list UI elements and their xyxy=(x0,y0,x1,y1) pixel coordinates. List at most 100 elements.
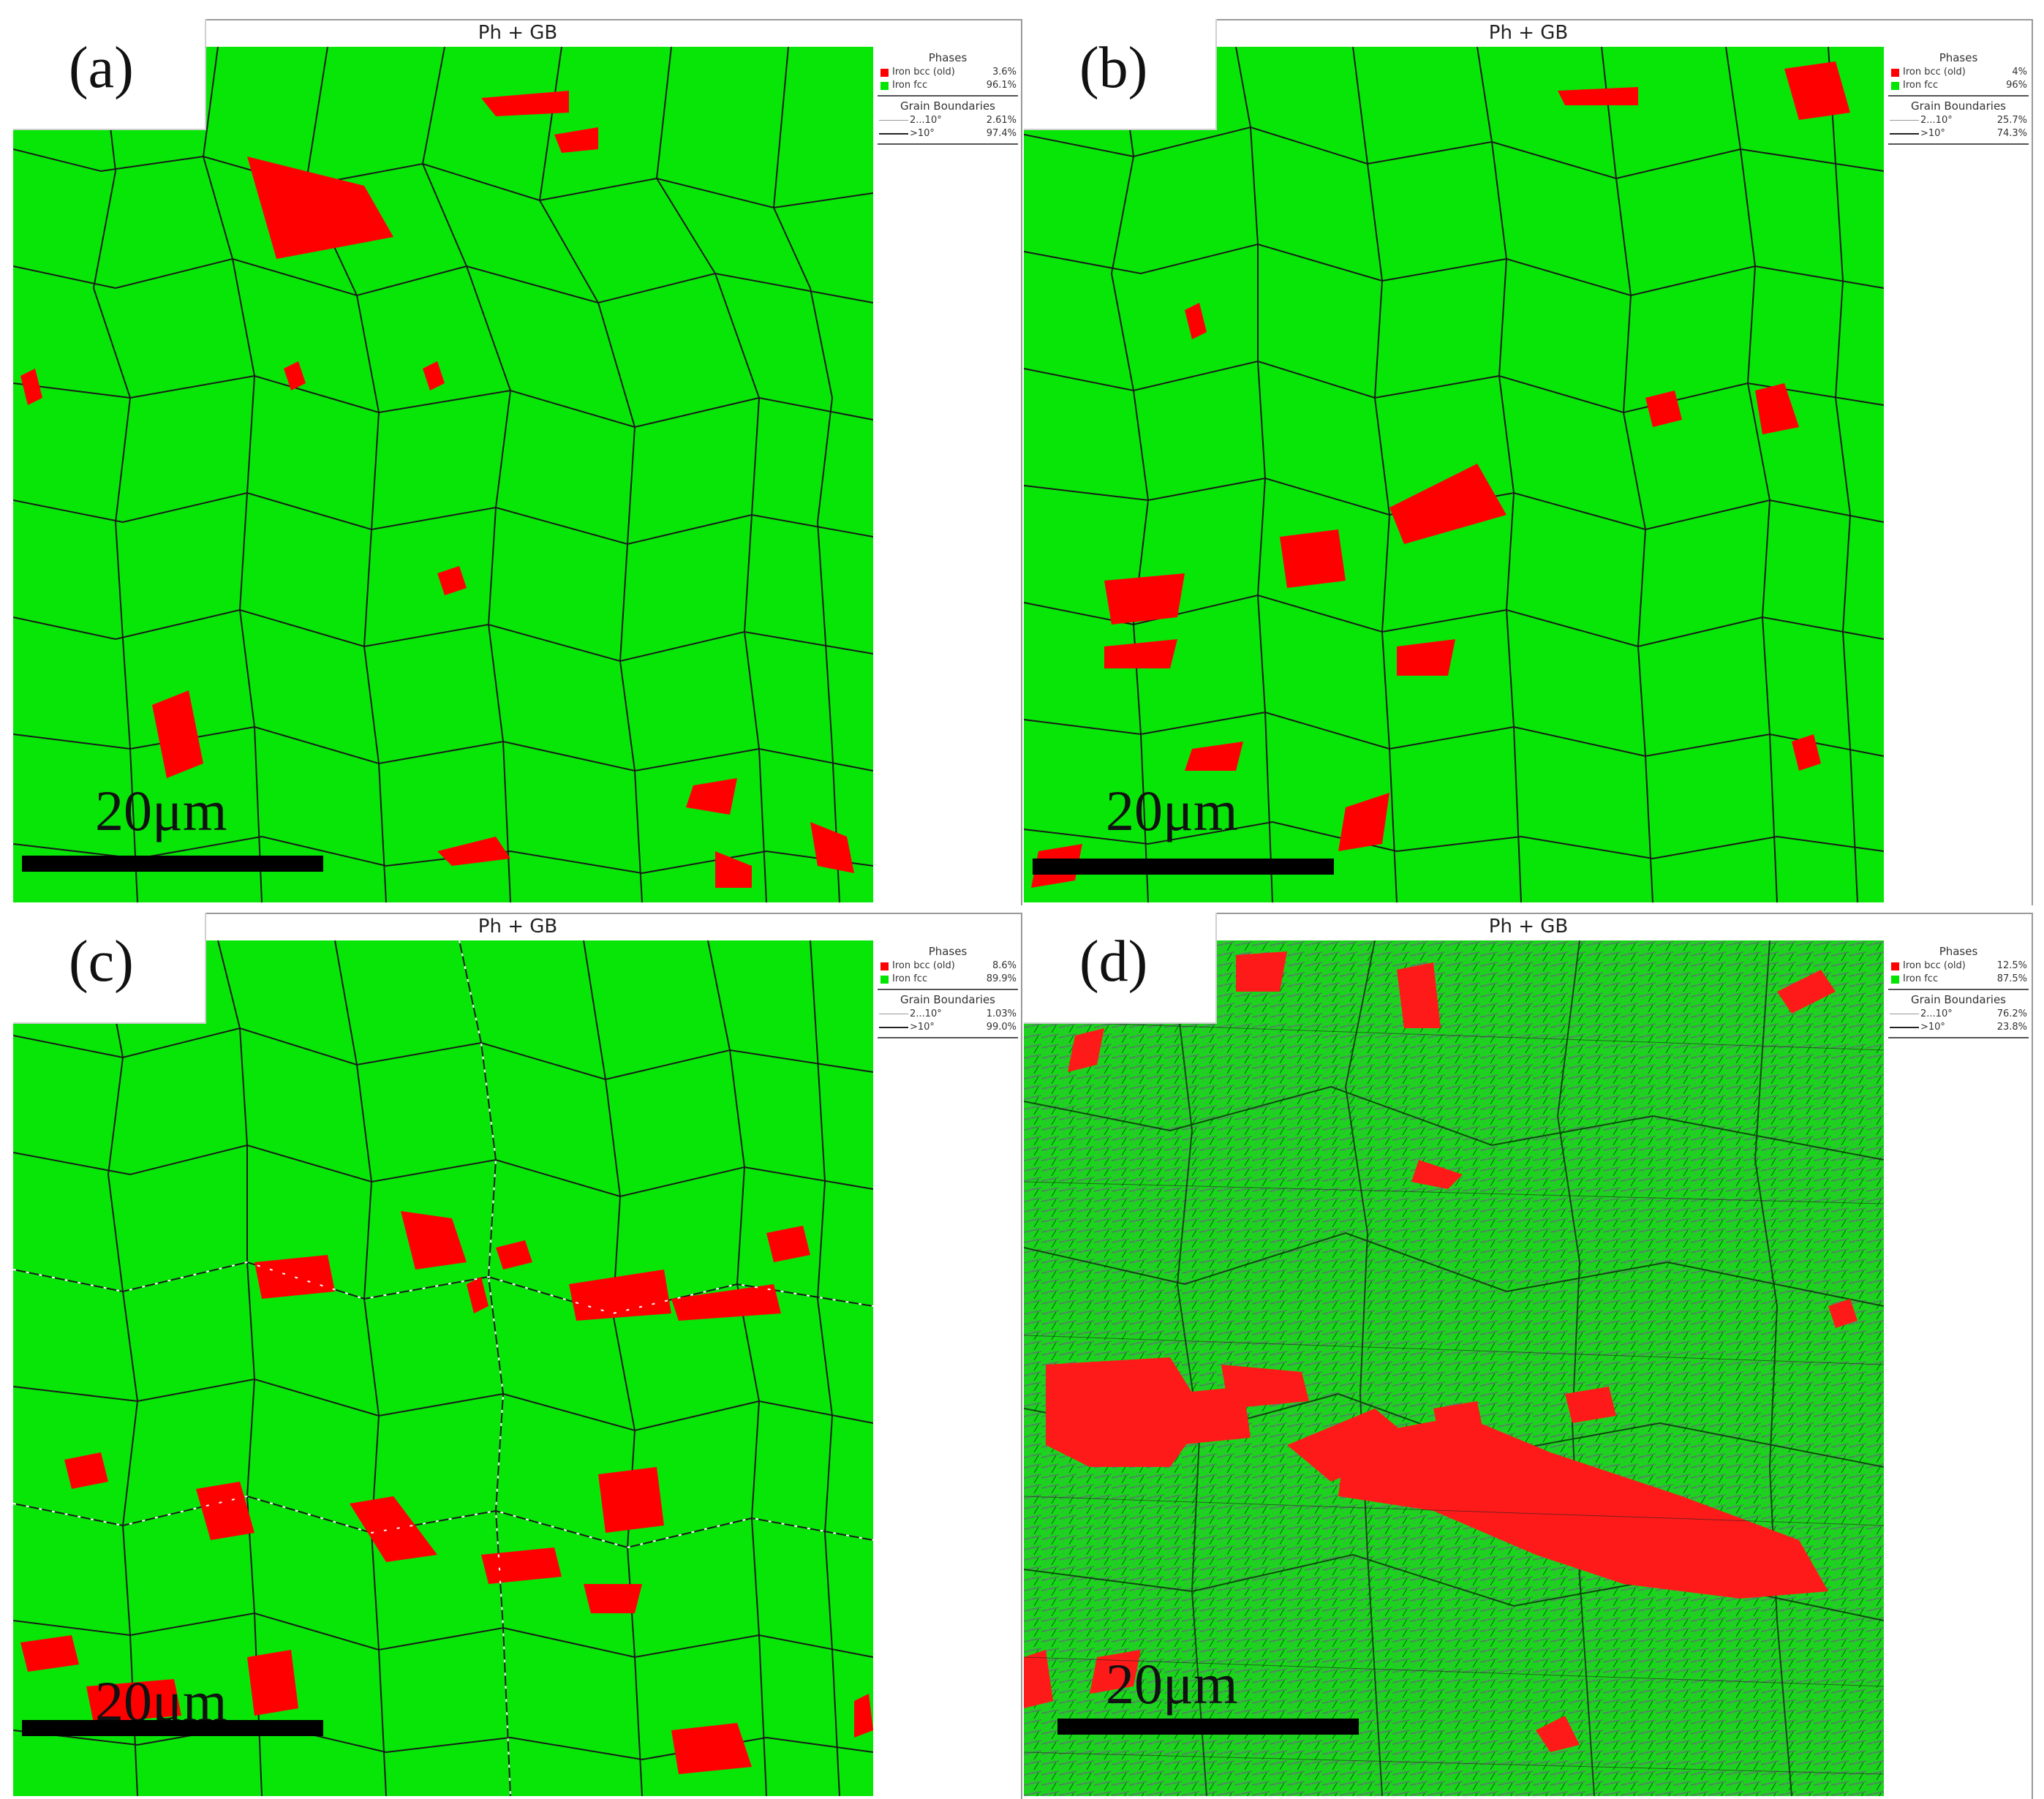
high-angle-line-icon xyxy=(879,1027,908,1028)
phase-map-graphic xyxy=(1024,940,1884,1796)
gb-name: >10° xyxy=(1920,128,1945,139)
high-angle-line-icon xyxy=(1890,133,1919,135)
gb-percent: 76.2% xyxy=(1996,1008,2027,1019)
phase-percent: 87.5% xyxy=(1996,973,2027,984)
phase-map xyxy=(13,47,873,902)
gb-percent: 97.4% xyxy=(986,128,1017,139)
legend-divider xyxy=(1888,989,2029,990)
phases-header: Phases xyxy=(928,51,968,64)
phases-header: Phases xyxy=(1939,945,1978,958)
gb-percent: 74.3% xyxy=(1996,128,2027,139)
panel-frame xyxy=(1024,19,2033,905)
high-angle-line-icon xyxy=(879,133,908,135)
bcc-swatch xyxy=(1891,962,1899,970)
legend-row-low-angle: 2...10° 76.2% xyxy=(1887,1008,2030,1021)
gb-header: Grain Boundaries xyxy=(900,99,995,113)
legend-divider xyxy=(1888,143,2029,145)
label-background: (a) xyxy=(13,19,206,130)
legend: Phases Iron bcc (old) 3.6% Iron fcc 96.1… xyxy=(876,48,1019,148)
map-title: Ph + GB xyxy=(1488,916,1569,938)
low-angle-line-icon xyxy=(1890,120,1919,121)
legend-divider xyxy=(878,95,1018,97)
gb-name: >10° xyxy=(1920,1022,1945,1033)
label-background: (c) xyxy=(13,913,206,1024)
panel-frame xyxy=(13,19,1022,905)
panel-b: Ph + GB xyxy=(1024,19,2033,905)
legend-row-fcc: Iron fcc 89.9% xyxy=(876,973,1019,986)
phase-percent: 96% xyxy=(2006,80,2027,91)
panel-a: Ph + GB xyxy=(13,19,1022,905)
scale-label: 20μm xyxy=(1106,1652,1238,1716)
legend-row-low-angle: 2...10° 25.7% xyxy=(1887,114,2030,127)
panel-label: (d) xyxy=(1079,929,1148,994)
panel-d: Ph + GB xyxy=(1024,913,2033,1799)
panel-label: (b) xyxy=(1079,36,1148,100)
gb-name: 2...10° xyxy=(910,1008,942,1019)
phase-name: Iron bcc (old) xyxy=(1903,67,1966,78)
phases-header: Phases xyxy=(1939,51,1978,64)
legend-divider xyxy=(878,989,1018,990)
phase-percent: 89.9% xyxy=(986,973,1017,984)
phase-name: Iron bcc (old) xyxy=(892,67,955,78)
phase-map xyxy=(13,940,873,1796)
high-angle-line-icon xyxy=(1890,1027,1919,1028)
gb-percent: 99.0% xyxy=(986,1022,1017,1033)
phase-map-graphic xyxy=(13,47,873,902)
fcc-swatch xyxy=(880,976,889,984)
legend-row-fcc: Iron fcc 96.1% xyxy=(876,79,1019,92)
panel-c: Ph + GB xyxy=(13,913,1022,1799)
bcc-swatch xyxy=(1891,69,1899,77)
scale-label: 20μm xyxy=(95,779,227,842)
panel-frame xyxy=(1024,913,2033,1799)
map-title: Ph + GB xyxy=(1488,22,1569,44)
gb-header: Grain Boundaries xyxy=(900,993,995,1006)
legend-divider xyxy=(878,1037,1018,1038)
gb-name: 2...10° xyxy=(910,115,942,126)
legend: Phases Iron bcc (old) 4% Iron fcc 96% Gr… xyxy=(1887,48,2030,148)
phase-percent: 12.5% xyxy=(1996,960,2027,971)
scale-bar xyxy=(1033,859,1334,875)
fcc-swatch xyxy=(1891,82,1899,90)
bcc-swatch xyxy=(880,69,889,77)
phase-map-graphic xyxy=(1024,47,1884,902)
phase-percent: 96.1% xyxy=(986,80,1017,91)
phase-map xyxy=(1024,47,1884,902)
legend-row-low-angle: 2...10° 1.03% xyxy=(876,1008,1019,1021)
label-background: (b) xyxy=(1024,19,1217,130)
phase-map xyxy=(1024,940,1884,1796)
legend-divider xyxy=(1888,1037,2029,1038)
gb-percent: 23.8% xyxy=(1996,1022,2027,1033)
panel-label: (c) xyxy=(69,929,134,994)
panel-label: (a) xyxy=(69,36,134,100)
legend: Phases Iron bcc (old) 8.6% Iron fcc 89.9… xyxy=(876,942,1019,1041)
phase-name: Iron fcc xyxy=(892,80,928,91)
scale-bar xyxy=(22,856,323,872)
legend-row-bcc: Iron bcc (old) 4% xyxy=(1887,66,2030,79)
legend-row-high-angle: >10° 23.8% xyxy=(1887,1021,2030,1034)
bcc-swatch xyxy=(880,962,889,970)
phase-percent: 3.6% xyxy=(992,67,1017,78)
fcc-swatch xyxy=(880,82,889,90)
gb-name: 2...10° xyxy=(1920,115,1953,126)
gb-name: >10° xyxy=(910,1022,935,1033)
gb-percent: 2.61% xyxy=(986,115,1017,126)
phase-percent: 4% xyxy=(2012,67,2027,78)
legend-row-bcc: Iron bcc (old) 3.6% xyxy=(876,66,1019,79)
legend-row-high-angle: >10° 99.0% xyxy=(876,1021,1019,1034)
phase-name: Iron fcc xyxy=(1903,80,1939,91)
low-angle-line-icon xyxy=(879,120,908,121)
legend-row-high-angle: >10° 74.3% xyxy=(1887,127,2030,140)
map-title: Ph + GB xyxy=(478,916,558,938)
scale-label: 20μm xyxy=(1106,779,1238,842)
gb-percent: 25.7% xyxy=(1996,115,2027,126)
phases-header: Phases xyxy=(928,945,968,958)
gb-percent: 1.03% xyxy=(986,1008,1017,1019)
fcc-swatch xyxy=(1891,976,1899,984)
phase-name: Iron fcc xyxy=(892,973,928,984)
gb-header: Grain Boundaries xyxy=(1911,99,2006,113)
legend-row-bcc: Iron bcc (old) 12.5% xyxy=(1887,959,2030,973)
phase-name: Iron bcc (old) xyxy=(892,960,955,971)
legend-divider xyxy=(1888,95,2029,97)
legend-row-low-angle: 2...10° 2.61% xyxy=(876,114,1019,127)
phase-map-graphic xyxy=(13,940,873,1796)
